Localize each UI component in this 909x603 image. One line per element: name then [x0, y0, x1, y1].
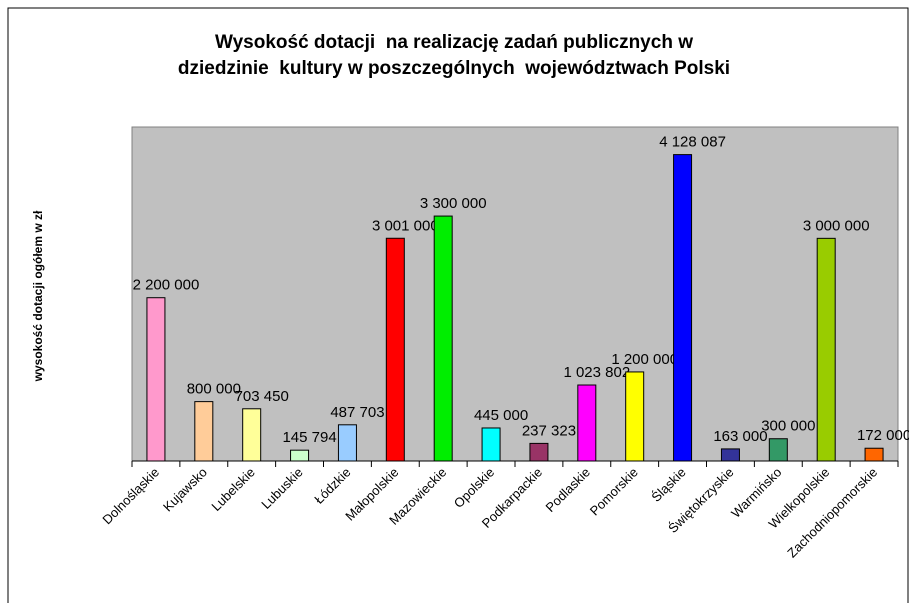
data-label: 172 000 [857, 427, 909, 444]
data-label: 487 703 [330, 404, 384, 421]
bar [768, 438, 788, 462]
bar [577, 384, 597, 462]
chart-title: Wysokość dotacji na realizację zadań pub… [215, 32, 693, 53]
plot-area [131, 126, 899, 462]
data-label: 1 200 000 [611, 351, 678, 368]
bar [290, 449, 310, 462]
bar [481, 427, 501, 462]
data-label: 1 023 802 [563, 364, 630, 381]
bar [864, 447, 884, 462]
bar [673, 154, 693, 462]
bar [146, 297, 166, 462]
data-label: 445 000 [474, 407, 528, 424]
y-axis-label: wysokość dotacji ogółem w zł [31, 210, 45, 382]
data-label: 300 000 [761, 418, 815, 435]
bar [625, 371, 645, 462]
bar [529, 442, 549, 462]
data-label: 4 128 087 [659, 134, 726, 151]
data-label: 800 000 [187, 381, 241, 398]
data-label: 237 323 [522, 422, 576, 439]
bar [816, 237, 836, 462]
data-label: 3 000 000 [803, 217, 870, 234]
data-label: 163 000 [713, 428, 767, 445]
bar [337, 424, 357, 462]
data-label: 3 300 000 [420, 195, 487, 212]
data-label: 703 450 [235, 388, 289, 405]
bar [194, 401, 214, 462]
data-label: 3 001 000 [372, 217, 439, 234]
chart-title: dziedzinie kultury w poszczególnych woje… [178, 58, 730, 79]
bar [385, 237, 405, 462]
bar [242, 408, 262, 462]
bar [720, 448, 740, 462]
bar [433, 215, 453, 462]
data-label: 2 200 000 [133, 277, 200, 294]
data-label: 145 794 [282, 429, 336, 446]
